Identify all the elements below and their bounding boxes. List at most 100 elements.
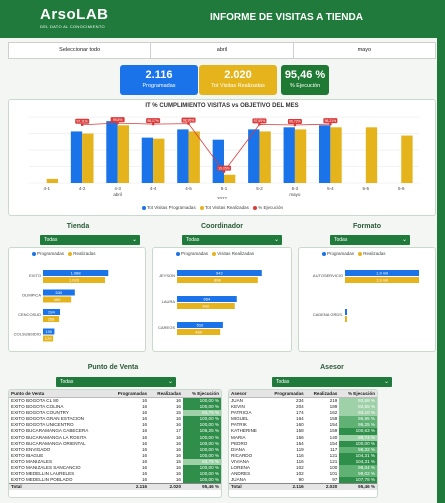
coordinador-dropdown[interactable]: Todas ⌄ [182, 235, 282, 245]
bar-realizadas[interactable] [177, 277, 258, 283]
bar-realizadas[interactable] [43, 296, 72, 303]
table-row[interactable]: VIVIANA 116 121 104,31 % [229, 458, 377, 466]
point-ejecucion[interactable] [116, 121, 119, 125]
table-row[interactable]: EXITO BOGOTA UNICENTRO 16 16 100,00 % [9, 422, 221, 429]
bar-programadas[interactable] [248, 129, 260, 183]
bar-realizadas[interactable] [177, 303, 235, 309]
bar-realizadas[interactable] [330, 127, 342, 183]
table-row[interactable]: EXITO ENVIGADO 16 16 100,00 % [9, 446, 221, 453]
table-row[interactable]: PATRICIA 174 162 93,10 % [229, 410, 377, 417]
pct-label-bg [252, 118, 267, 124]
table-row[interactable]: PEDRO 154 154 100,00 % [229, 440, 377, 447]
table-row[interactable]: KATHERINE 158 159 100,63 % [229, 428, 377, 435]
bar-realizadas[interactable] [401, 135, 413, 183]
table-row[interactable]: EXITO BUCARAMANGA ORIENTAL 16 16 100,00 % [9, 440, 221, 447]
table-row[interactable]: RICARDO 116 121 104,31 % [229, 452, 377, 459]
point-ejecucion[interactable] [80, 123, 84, 127]
bar-programadas[interactable] [177, 129, 189, 183]
bar-programadas[interactable] [177, 322, 223, 328]
pv-dropdown[interactable]: Todas ⌄ [56, 377, 176, 387]
point-ejecucion[interactable] [222, 170, 226, 173]
filter-mayo[interactable]: mayo [293, 43, 435, 58]
bar-realizadas[interactable] [82, 133, 94, 184]
bar-realizadas[interactable] [224, 174, 236, 183]
asesor-col-name[interactable]: Asesor [229, 390, 266, 398]
table-row[interactable]: MARIA 156 140 89,74 % [229, 434, 377, 441]
bar-programadas[interactable] [70, 131, 83, 183]
table-row[interactable]: EXITO BUCARAMANGA LA ROSITA 16 16 100,00 % [9, 434, 221, 441]
table-row[interactable]: EXITO BOGOTA COLINA 16 16 100,00 % [9, 404, 221, 411]
bar-programadas[interactable] [345, 309, 347, 315]
bar-programadas[interactable] [212, 139, 224, 183]
table-total-row[interactable]: Total 2.116 2.020 95,46 % [9, 483, 221, 491]
bar-realizadas[interactable] [188, 131, 200, 183]
table-row[interactable]: JUANA 90 97 107,78 % [229, 477, 377, 484]
pv-col-real[interactable]: Realizadas [149, 390, 183, 398]
bar-programadas[interactable] [345, 270, 420, 276]
pv-col-name[interactable]: Punto de Venta [9, 390, 109, 398]
table-row[interactable]: ANDRES 102 101 99,02 % [229, 471, 377, 478]
formato-legend: Programadas Realizadas [319, 251, 435, 256]
pv-col-prog[interactable]: Programadas [108, 390, 150, 398]
month-label-mayo: mayo [289, 192, 301, 197]
point-ejecucion[interactable] [187, 122, 190, 125]
table-row[interactable]: EXITO BOGOTA GRAN ESTACION 16 16 100,00 % [9, 416, 221, 423]
bar-programadas[interactable] [141, 137, 154, 183]
bar-programadas[interactable] [43, 328, 55, 335]
formato-dropdown-value: Todas [334, 237, 348, 243]
bar-programadas[interactable] [177, 296, 237, 302]
cell-programadas: 16 [141, 398, 148, 403]
bar-realizadas[interactable] [345, 277, 420, 283]
table-row[interactable]: EXITO MEDELLIN POBLADO 16 16 100,00 % [9, 477, 221, 484]
bar-programadas[interactable] [106, 121, 118, 183]
table-row[interactable]: PATRIK 160 154 96,25 % [229, 422, 377, 429]
cell-programadas: 16 [141, 416, 148, 422]
table-row[interactable]: EXITO IBAGUE 16 16 100,00 % [9, 452, 221, 459]
table-row[interactable]: MIGUEL 164 159 96,95 % [229, 416, 377, 423]
cell-realizadas: 16 [175, 404, 181, 410]
point-ejecucion[interactable] [258, 123, 261, 126]
bar-programadas[interactable] [177, 270, 262, 276]
table-row[interactable]: EXITO BUCARAMANGA CABECERA 16 17 106,25 % [9, 428, 221, 435]
pct-data-label: 97,11% [77, 119, 88, 123]
table-row[interactable]: EXITO MANIZALES SANCANCIO 16 16 100,00 % [9, 465, 221, 472]
table-row[interactable]: EXITO BOGOTA COUNTRY 16 15 93,75 % [9, 410, 221, 417]
table-row[interactable]: EXITO BOGOTA CL 80 16 16 100,00 % [9, 397, 221, 405]
bar-realizadas[interactable] [153, 138, 165, 183]
bar-realizadas[interactable] [43, 277, 105, 283]
bar-realizadas[interactable] [177, 329, 221, 335]
table-row[interactable]: LORENA 102 100 98,04 % [229, 465, 377, 472]
asesor-col-prog[interactable]: Programadas [265, 390, 306, 398]
point-ejecucion[interactable] [293, 123, 297, 127]
asesor-col-real[interactable]: Realizadas [305, 390, 340, 398]
table-row[interactable]: KEVIN 204 189 92,65 % [229, 404, 377, 411]
bar-programadas[interactable] [43, 289, 75, 296]
bar-programadas[interactable] [283, 127, 295, 183]
point-ejecucion[interactable] [329, 122, 332, 126]
table-row[interactable]: EXITO MEDELLIN LAURELES 16 16 100,00 % [9, 471, 221, 478]
bar-programadas[interactable] [43, 270, 109, 276]
asesor-dropdown[interactable]: Todas ⌄ [272, 377, 392, 387]
bar-realizadas[interactable] [365, 127, 378, 183]
bar-programadas[interactable] [43, 309, 61, 315]
table-row[interactable]: DIANA 119 117 98,32 % [229, 446, 377, 453]
table-row[interactable]: EXITO MANIZALES 16 15 93,75 % [9, 458, 221, 466]
kpi-ejecucion-label: % Ejecución [289, 83, 321, 89]
bar-programadas[interactable] [319, 125, 331, 183]
asesor-col-pct[interactable]: % Ejecución [339, 390, 377, 398]
filter-select-all[interactable]: Seleccionar todo [9, 43, 152, 58]
formato-dropdown[interactable]: Todas ⌄ [330, 235, 410, 245]
bar-realizadas[interactable] [259, 131, 271, 183]
tienda-dropdown[interactable]: Todas ⌄ [40, 235, 140, 245]
bar-realizadas[interactable] [294, 129, 307, 183]
bar-realizadas[interactable] [46, 178, 59, 183]
point-ejecucion[interactable] [151, 122, 155, 126]
table-total-row[interactable]: Total 2.116 2.020 95,46 % [229, 483, 377, 491]
pv-col-pct[interactable]: % Ejecución [183, 390, 221, 398]
bar-realizadas[interactable] [117, 125, 129, 183]
bar-realizadas[interactable] [345, 316, 347, 322]
table-row[interactable]: JUAN 234 219 93,59 % [229, 397, 377, 405]
filter-abril[interactable]: abril [151, 43, 294, 58]
bar-realizadas[interactable] [43, 316, 60, 322]
bar-realizadas[interactable] [43, 335, 54, 342]
